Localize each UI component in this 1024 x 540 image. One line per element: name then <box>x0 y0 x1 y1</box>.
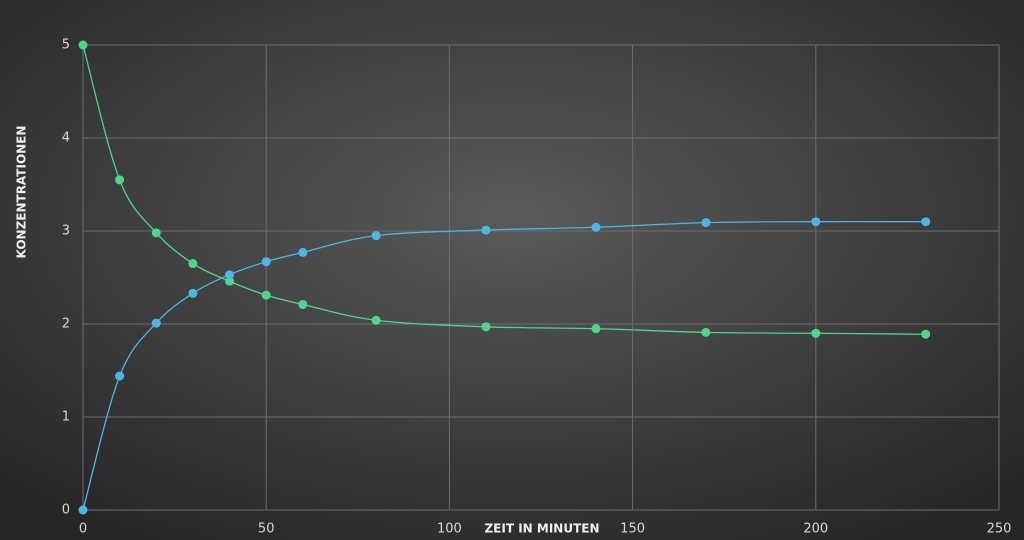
data-point <box>78 505 88 515</box>
data-point <box>811 328 821 338</box>
y-tick-label: 0 <box>62 503 70 518</box>
y-tick-label: 3 <box>62 224 70 239</box>
data-point <box>261 290 271 300</box>
data-point <box>591 324 601 334</box>
data-point <box>188 288 198 298</box>
x-tick-label: 250 <box>987 522 1012 537</box>
data-point <box>151 228 161 238</box>
data-point <box>225 276 235 286</box>
data-point <box>371 231 381 241</box>
y-tick-label: 2 <box>62 317 70 332</box>
data-point <box>225 270 235 280</box>
data-point <box>371 315 381 325</box>
data-point <box>921 329 931 339</box>
x-axis-title: ZEIT IN MINUTEN <box>484 522 599 536</box>
data-point <box>591 222 601 232</box>
data-point <box>481 225 491 235</box>
data-point <box>298 299 308 309</box>
data-point <box>78 40 88 50</box>
y-tick-label: 5 <box>62 38 70 53</box>
data-point <box>298 247 308 257</box>
data-point <box>151 318 161 328</box>
data-point <box>921 217 931 227</box>
data-point <box>261 257 271 267</box>
data-point <box>115 175 125 185</box>
data-point <box>115 371 125 381</box>
data-point <box>701 327 711 337</box>
x-tick-label: 200 <box>803 522 828 537</box>
y-tick-label: 4 <box>62 131 70 146</box>
y-axis-title: KONZENTRATIONEN <box>15 126 29 259</box>
data-point <box>481 322 491 332</box>
y-tick-label: 1 <box>62 410 70 425</box>
marks <box>78 40 931 515</box>
x-tick-label: 0 <box>79 522 87 537</box>
x-tick-label: 150 <box>620 522 645 537</box>
data-point <box>188 259 198 269</box>
x-tick-label: 100 <box>437 522 462 537</box>
data-point <box>811 217 821 227</box>
x-tick-label: 50 <box>258 522 275 537</box>
data-point <box>701 218 711 228</box>
